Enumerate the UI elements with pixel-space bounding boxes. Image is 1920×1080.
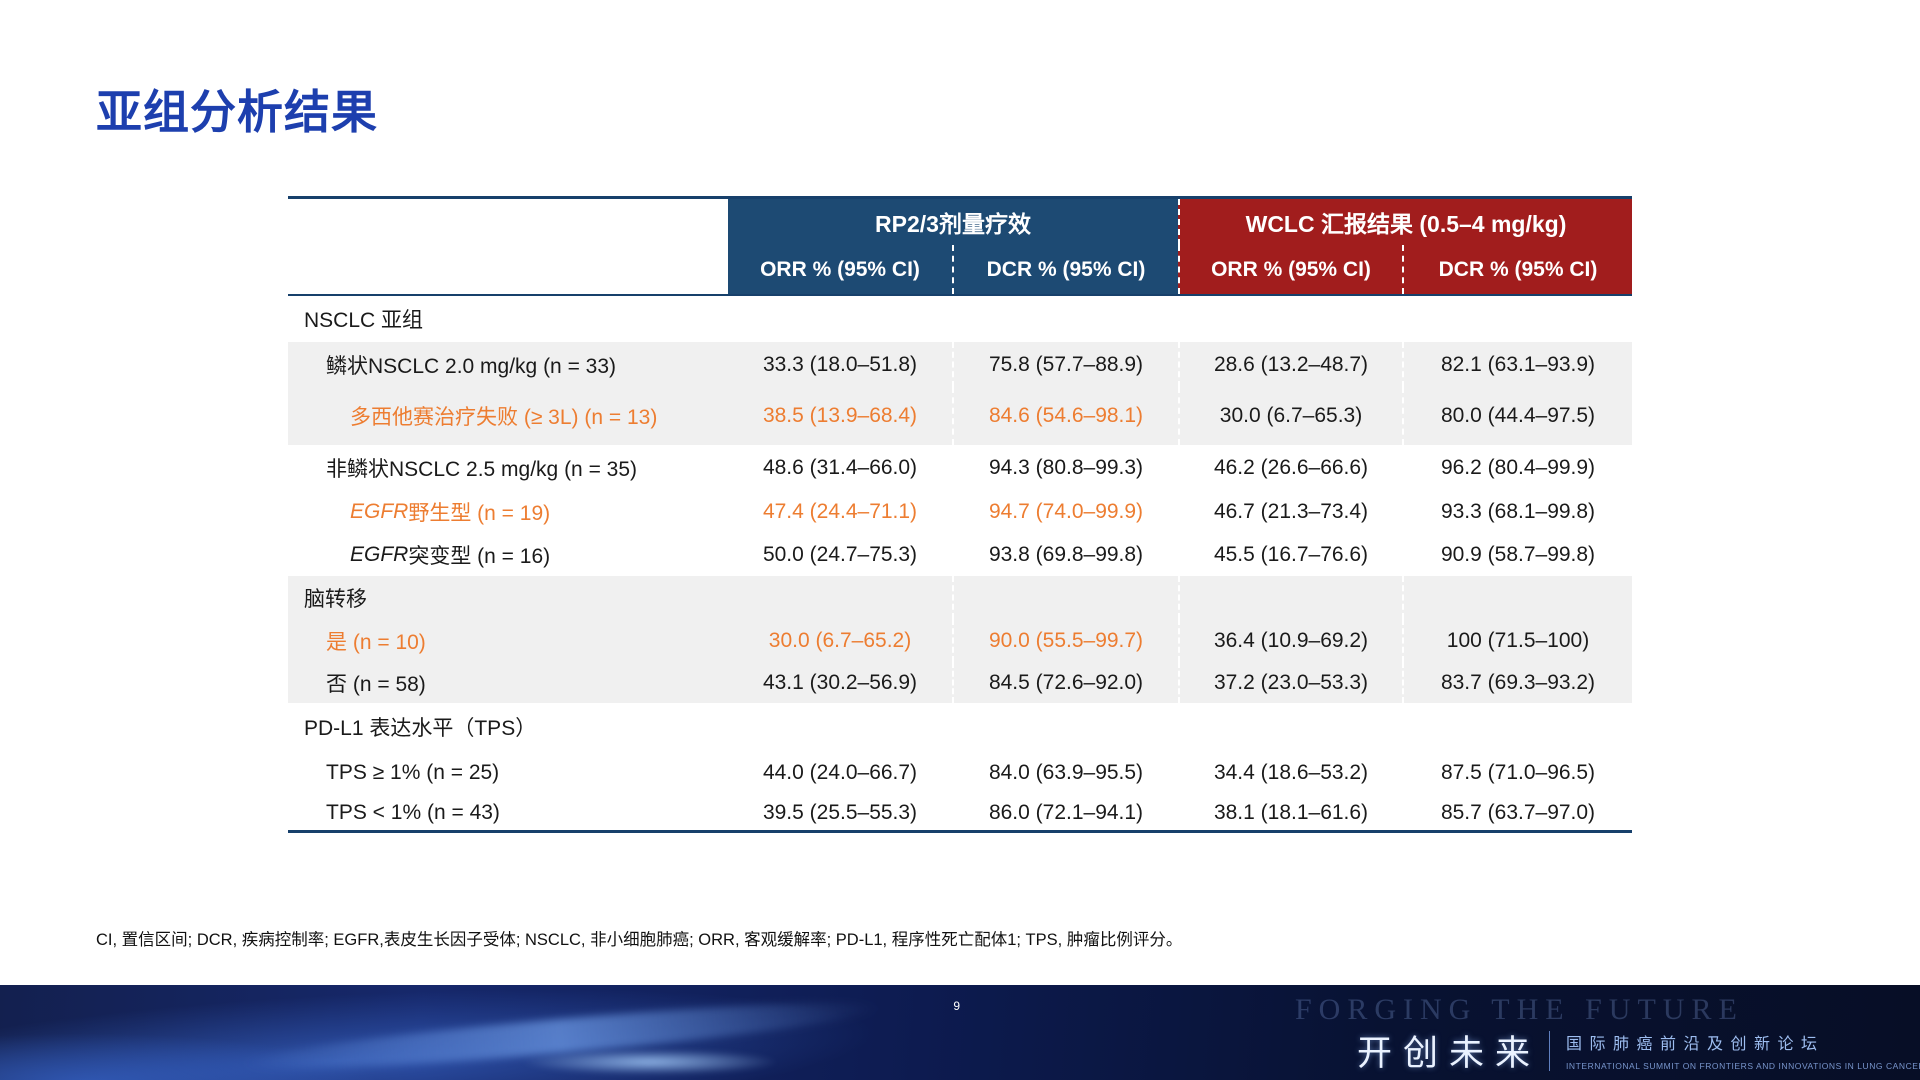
row-value <box>1402 296 1632 342</box>
row-value: 46.2 (26.6–66.6) <box>1178 445 1402 491</box>
row-value: 44.0 (24.0–66.7) <box>762 760 918 784</box>
row-value: 80.0 (44.4–97.5) <box>1402 387 1632 445</box>
table-group-header-row: RP2/3剂量疗效 WCLC 汇报结果 (0.5–4 mg/kg) <box>288 199 1632 245</box>
row-value <box>952 576 1178 619</box>
row-value: 48.6 (31.4–66.0) <box>762 456 918 479</box>
subgroup-results-table: RP2/3剂量疗效 WCLC 汇报结果 (0.5–4 mg/kg) ORR % … <box>288 196 1632 833</box>
table-section-row: PD-L1 表达水平（TPS） <box>288 703 1632 750</box>
row-value: 87.5 (71.0–96.5) <box>1402 750 1632 795</box>
row-value: 75.8 (57.7–88.9) <box>952 342 1178 387</box>
row-label: EGFR 野生型 (n = 19) <box>350 500 551 525</box>
row-label: 是 (n = 10) <box>326 630 426 654</box>
row-label: TPS ≥ 1% (n = 25) <box>326 760 500 784</box>
summit-tagline-en: INTERNATIONAL SUMMIT ON FRONTIERS AND IN… <box>1566 1061 1920 1071</box>
row-value: 94.7 (74.0–99.9) <box>952 491 1178 533</box>
table-body: NSCLC 亚组鳞状NSCLC 2.0 mg/kg (n = 33) 33.3 (… <box>288 296 1632 830</box>
row-value <box>728 703 952 750</box>
row-value <box>952 296 1178 342</box>
row-value: 39.5 (25.5–55.3) <box>762 800 918 824</box>
row-value: 36.4 (10.9–69.2) <box>1178 619 1402 662</box>
page-number: 9 <box>953 999 960 1013</box>
row-value: 30.0 (6.7–65.3) <box>1178 387 1402 445</box>
forging-the-future-watermark: FORGING THE FUTURE <box>1295 993 1744 1026</box>
column-header-orr-rp23: ORR % (95% CI) <box>728 245 952 294</box>
row-value <box>728 296 952 342</box>
row-value <box>952 703 1178 750</box>
table-row: 鳞状NSCLC 2.0 mg/kg (n = 33) 33.3 (18.0–51.… <box>288 342 1632 387</box>
row-value: 100 (71.5–100) <box>1402 619 1632 662</box>
row-label: TPS < 1% (n = 43) <box>326 800 500 824</box>
row-value: 45.5 (16.7–76.6) <box>1178 533 1402 576</box>
row-label: NSCLC 亚组 <box>304 309 424 332</box>
table-section-row: NSCLC 亚组 <box>288 296 1632 342</box>
row-value: 82.1 (63.1–93.9) <box>1402 342 1632 387</box>
table-row: 否 (n = 58) 43.1 (30.2–56.9) 84.5 (72.6–92.… <box>288 662 1632 703</box>
row-value <box>1402 576 1632 619</box>
table-row: EGFR 突变型 (n = 16) 50.0 (24.7–75.3) 93.8 (6… <box>288 533 1632 576</box>
row-label: 多西他赛治疗失败 (≥ 3L) (n = 13) <box>350 406 658 429</box>
row-label: EGFR 突变型 (n = 16) <box>350 542 551 568</box>
summit-logo-block: 开创未来 国际肺癌前沿及创新论坛 INTERNATIONAL SUMMIT ON… <box>1357 1025 1920 1076</box>
column-header-dcr-rp23: DCR % (95% CI) <box>952 245 1178 294</box>
row-value: 37.2 (23.0–53.3) <box>1178 662 1402 703</box>
row-value: 83.7 (69.3–93.2) <box>1402 662 1632 703</box>
banner-light-streak <box>520 1049 780 1075</box>
row-value <box>728 576 952 619</box>
abbreviation-footnote: CI, 置信区间; DCR, 疾病控制率; EGFR,表皮生长因子受体; NSC… <box>96 931 1183 949</box>
row-value <box>1178 296 1402 342</box>
row-value: 96.2 (80.4–99.9) <box>1402 445 1632 491</box>
row-value: 38.5 (13.9–68.4) <box>762 404 918 427</box>
row-label: PD-L1 表达水平（TPS） <box>304 716 537 740</box>
column-header-dcr-wclc: DCR % (95% CI) <box>1402 245 1632 294</box>
table-row: EGFR 野生型 (n = 19) 47.4 (24.4–71.1) 94.7 (7… <box>288 491 1632 533</box>
group-header-rp23: RP2/3剂量疗效 <box>728 199 1178 245</box>
row-value: 84.0 (63.9–95.5) <box>952 750 1178 795</box>
table-column-header-row: ORR % (95% CI) DCR % (95% CI) ORR % (95%… <box>288 245 1632 294</box>
row-value: 33.3 (18.0–51.8) <box>762 352 918 376</box>
header-empty-cell <box>288 245 728 294</box>
row-value: 28.6 (13.2–48.7) <box>1178 342 1402 387</box>
table-row: 非鳞状NSCLC 2.5 mg/kg (n = 35) 48.6 (31.4–66… <box>288 445 1632 491</box>
row-value: 46.7 (21.3–73.4) <box>1178 491 1402 533</box>
table-row: TPS ≥ 1% (n = 25) 44.0 (24.0–66.7) 84.0 (6… <box>288 750 1632 795</box>
row-label: 脑转移 <box>304 587 367 611</box>
group-header-wclc: WCLC 汇报结果 (0.5–4 mg/kg) <box>1178 199 1632 245</box>
row-value: 90.0 (55.5–99.7) <box>952 619 1178 662</box>
row-value: 84.6 (54.6–98.1) <box>952 387 1178 445</box>
row-value: 38.1 (18.1–61.6) <box>1178 795 1402 830</box>
table-header: RP2/3剂量疗效 WCLC 汇报结果 (0.5–4 mg/kg) ORR % … <box>288 199 1632 296</box>
row-label: 鳞状NSCLC 2.0 mg/kg (n = 33) <box>326 354 617 378</box>
row-value: 93.3 (68.1–99.8) <box>1402 491 1632 533</box>
table-row: 是 (n = 10) 30.0 (6.7–65.2) 90.0 (55.5–99.7… <box>288 619 1632 662</box>
row-value: 90.9 (58.7–99.8) <box>1402 533 1632 576</box>
row-value: 93.8 (69.8–99.8) <box>952 533 1178 576</box>
row-value: 47.4 (24.4–71.1) <box>762 500 918 523</box>
logo-divider <box>1549 1030 1551 1071</box>
row-value <box>1178 576 1402 619</box>
row-label: 否 (n = 58) <box>326 672 426 696</box>
banner-light-streak <box>0 1033 380 1080</box>
row-value: 34.4 (18.6–53.2) <box>1178 750 1402 795</box>
header-empty-cell <box>288 199 728 245</box>
page-title: 亚组分析结果 <box>96 86 378 138</box>
table-row: TPS < 1% (n = 43) 39.5 (25.5–55.3) 86.0 (7… <box>288 795 1632 830</box>
row-value: 50.0 (24.7–75.3) <box>762 542 918 566</box>
row-value: 85.7 (63.7–97.0) <box>1402 795 1632 830</box>
summit-tagline-cn: 国际肺癌前沿及创新论坛 <box>1566 1036 1825 1053</box>
row-value <box>1402 703 1632 750</box>
footer-banner: 9 FORGING THE FUTURE 开创未来 国际肺癌前沿及创新论坛 IN… <box>0 985 1920 1080</box>
summit-logo-cn: 开创未来 <box>1357 1034 1542 1073</box>
row-value: 86.0 (72.1–94.1) <box>952 795 1178 830</box>
row-value: 30.0 (6.7–65.2) <box>768 628 912 652</box>
row-value: 43.1 (30.2–56.9) <box>762 670 918 694</box>
row-value: 94.3 (80.8–99.3) <box>952 445 1178 491</box>
row-value: 84.5 (72.6–92.0) <box>952 662 1178 703</box>
row-value <box>1178 703 1402 750</box>
row-label: 非鳞状NSCLC 2.5 mg/kg (n = 35) <box>326 458 638 481</box>
table-section-row: 脑转移 <box>288 576 1632 619</box>
column-header-orr-wclc: ORR % (95% CI) <box>1178 245 1402 294</box>
table-row: 多西他赛治疗失败 (≥ 3L) (n = 13) 38.5 (13.9–68.4)… <box>288 387 1632 445</box>
